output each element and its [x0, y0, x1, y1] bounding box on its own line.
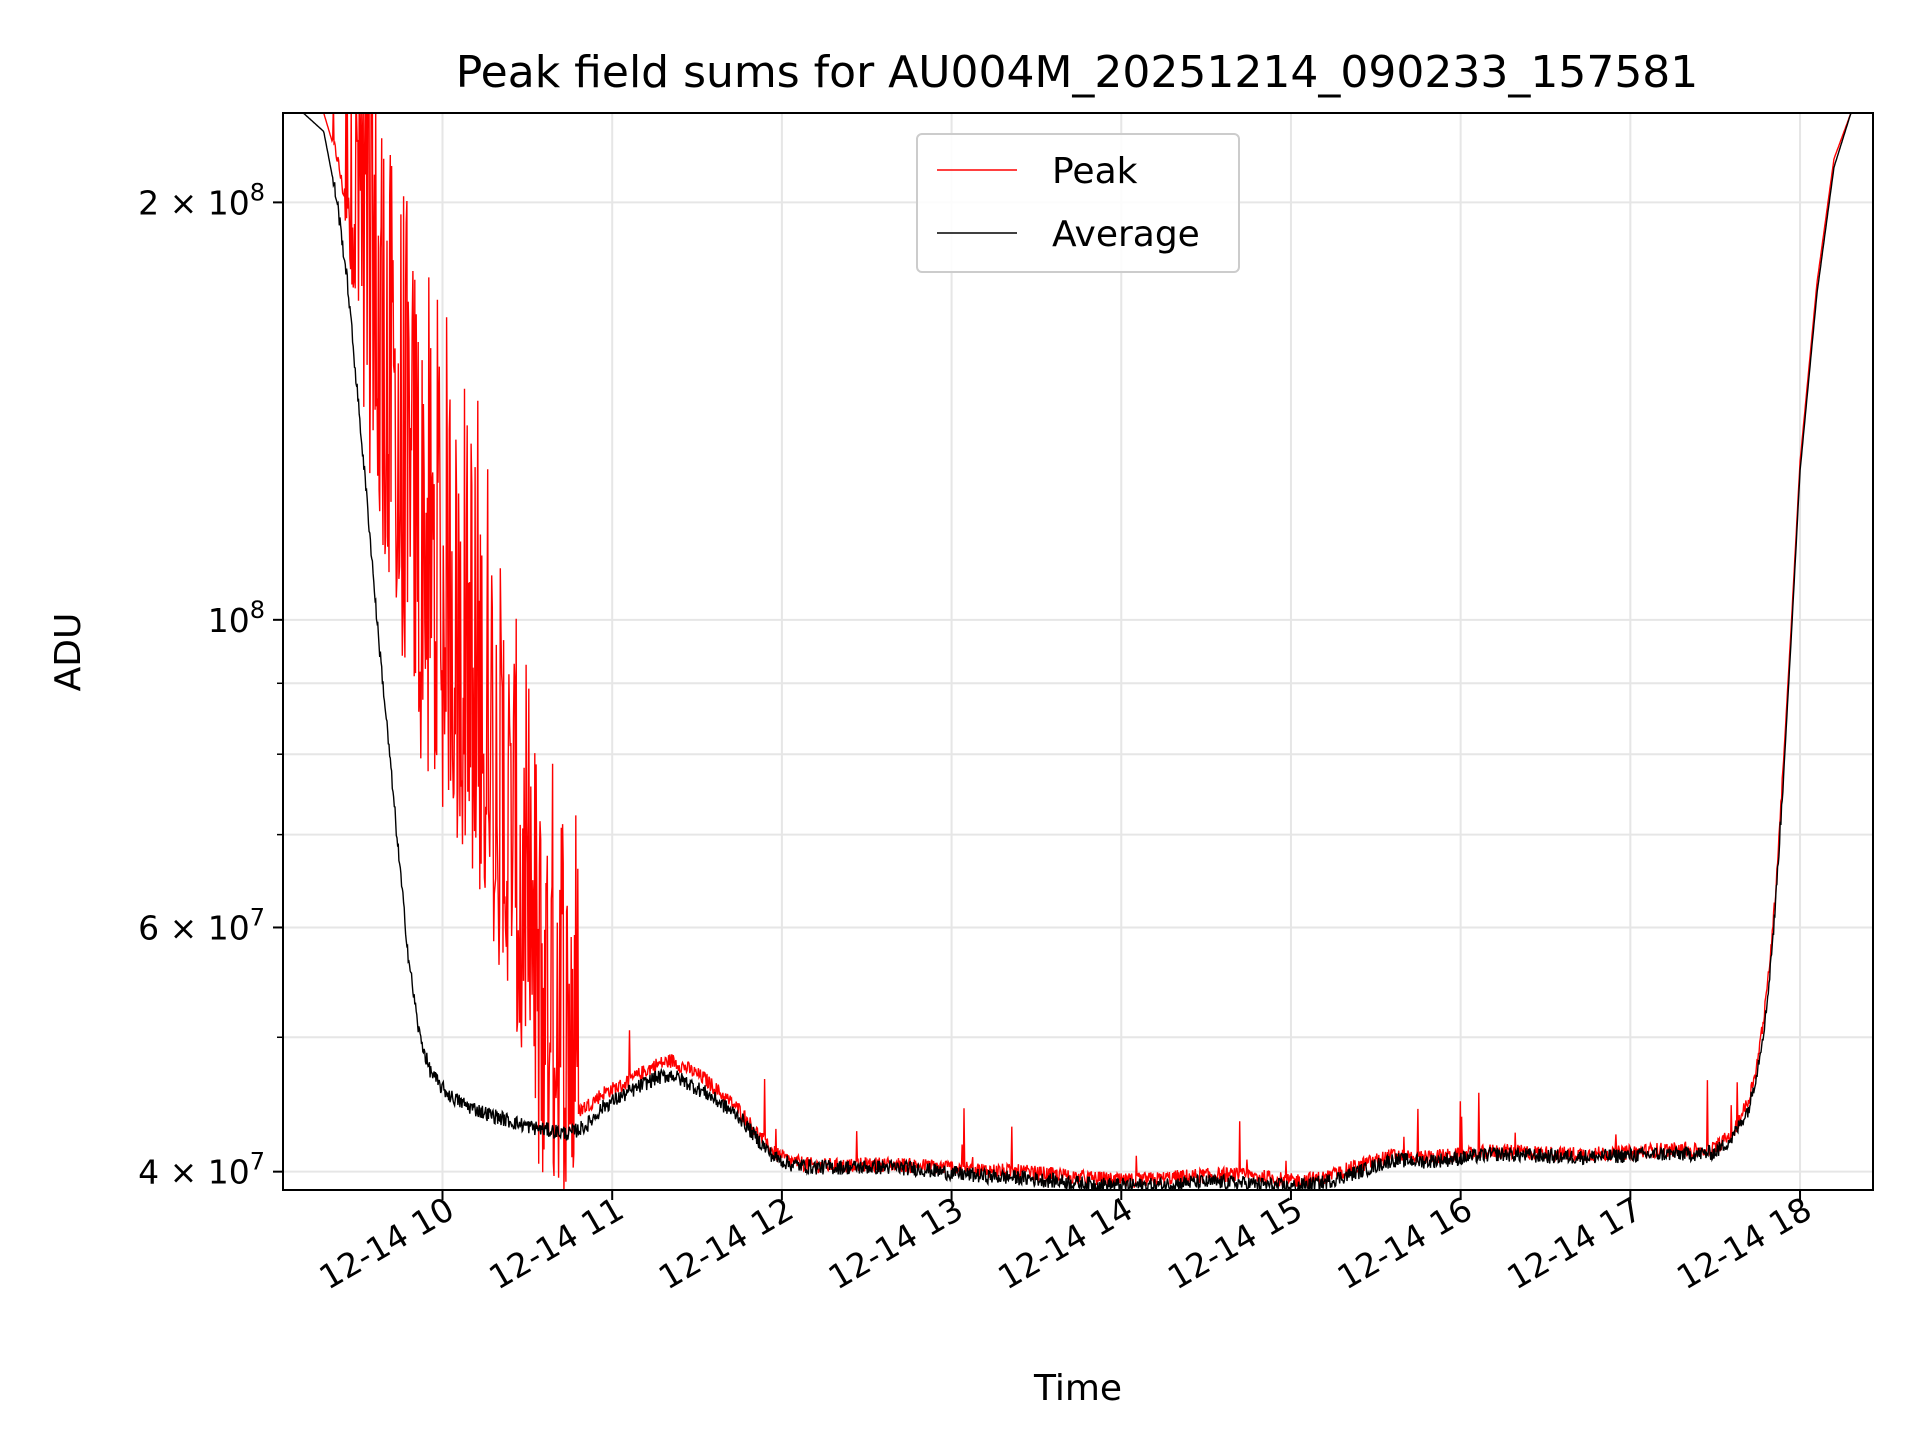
x-tick-label: 12-14 14 [991, 1189, 1139, 1297]
y-tick-label: 4 × 107 [138, 1148, 265, 1192]
plot-area [283, 113, 1873, 1190]
y-tick-label: 108 [208, 596, 265, 640]
legend-box [916, 133, 1240, 273]
legend-label-average: Average [1052, 214, 1200, 255]
plot-frame [282, 112, 1874, 1191]
x-axis-label: Time [1033, 1368, 1122, 1409]
x-tick-label: 12-14 11 [482, 1189, 630, 1297]
legend: Peak Average [916, 133, 1240, 273]
chart-title: Peak field sums for AU004M_20251214_0902… [456, 47, 1699, 98]
x-tick-label: 12-14 17 [1500, 1189, 1648, 1297]
series-average-line [283, 113, 1873, 1190]
x-axis: 12-14 10 12-14 11 12-14 12 12-14 13 12-14 14… [313, 1189, 1819, 1297]
y-tick-label: 6 × 107 [138, 903, 265, 947]
x-tick-label: 12-14 12 [652, 1189, 800, 1297]
x-tick-label: 12-14 13 [822, 1189, 970, 1297]
x-tick-label: 12-14 18 [1670, 1189, 1818, 1297]
x-tick-label: 12-14 16 [1331, 1189, 1479, 1297]
x-tick-label: 12-14 10 [313, 1189, 461, 1297]
y-tick-label: 2 × 108 [138, 178, 265, 222]
y-axis: 4 × 107 6 × 107 108 2 × 108 [138, 178, 283, 1192]
legend-label-peak: Peak [1052, 151, 1138, 192]
y-axis-label: ADU [48, 613, 89, 692]
x-tick-label: 12-14 15 [1161, 1189, 1309, 1297]
